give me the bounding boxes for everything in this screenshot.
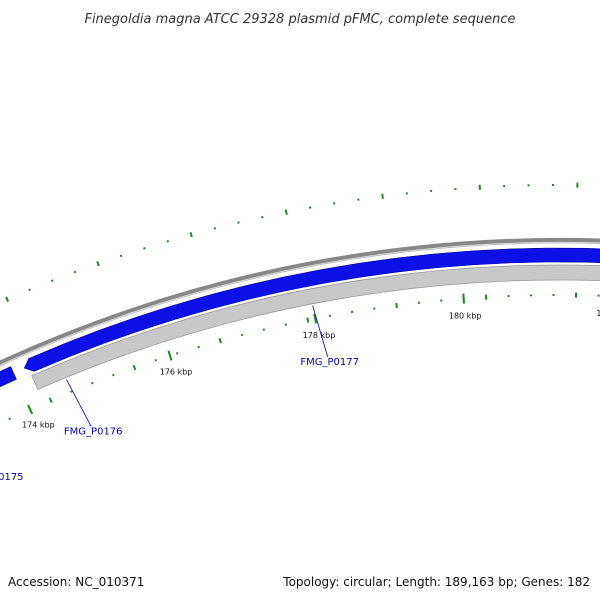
reverse-gene-0 [31, 264, 600, 391]
gc-outer-tick-24 [189, 231, 193, 238]
gc-outer-tick-23 [166, 240, 169, 243]
scale-tick-label-2: 176 kbp [160, 368, 193, 377]
backbone-inner-line [0, 242, 600, 367]
scale-tick-label-3: 178 kbp [303, 331, 336, 340]
gc-inner-tick-19 [112, 373, 115, 377]
scale-tick-label-4: 180 kbp [449, 312, 482, 321]
gene-label-3: FMG_P0176 [64, 427, 123, 438]
gc-outer-tick-28 [284, 209, 288, 215]
gc-outer-tick-32 [381, 193, 384, 199]
scale-tick-label-1: 174 kbp [22, 421, 55, 430]
scale-tick-1 [27, 404, 34, 415]
reverse-strand-genes [31, 264, 600, 391]
gc-inner-tick-22 [175, 352, 179, 355]
gc-outer-ticks [5, 182, 579, 302]
topology-summary: Topology: circular; Length: 189,163 bp; … [282, 575, 590, 589]
gc-outer-tick-19 [73, 270, 77, 274]
gc-outer-tick-18 [50, 279, 54, 282]
forward-gene-3 [23, 247, 600, 372]
gene-label-2: FMG_P0175 [0, 472, 24, 483]
forward-gene-2 [0, 366, 17, 388]
scale-tick-3 [313, 313, 318, 324]
gene-leader-4 [312, 305, 329, 357]
gc-inner-tick-21 [154, 358, 158, 362]
gene-labels: FMG_P0173FMG_P0174FMG_P0175FMG_P0176FMG_… [0, 305, 359, 483]
gene-leader-3 [66, 379, 92, 427]
gc-inner-tick-17 [70, 390, 73, 393]
gc-inner-tick-23 [197, 345, 200, 349]
scale-tick-4 [462, 293, 466, 304]
scale-tick-2 [167, 350, 173, 361]
gc-outer-tick-17 [28, 288, 31, 292]
accession-label: Accession: NC_010371 [8, 575, 144, 589]
gc-outer-tick-16 [5, 296, 10, 302]
gc-outer-tick-20 [96, 261, 100, 267]
gc-inner-tick-24 [218, 338, 222, 344]
gc-inner-tick-28 [306, 317, 310, 323]
gc-outer-tick-21 [119, 254, 123, 258]
backbone-ring [0, 238, 600, 367]
gc-inner-tick-20 [132, 364, 137, 371]
forward-strand-genes [0, 247, 600, 388]
gc-inner-tick-16 [48, 397, 53, 403]
gc-inner-tick-18 [90, 381, 94, 385]
backbone-outer-line [0, 238, 600, 365]
map-title: Finegoldia magna ATCC 29328 plasmid pFMC… [84, 12, 515, 27]
gc-outer-tick-22 [143, 247, 146, 250]
gc-inner-tick-32 [395, 302, 398, 309]
gc-inner-tick-14 [8, 417, 12, 421]
gene-label-4: FMG_P0177 [300, 357, 359, 368]
scale-tick-label-5: 182 kbp [596, 309, 600, 318]
